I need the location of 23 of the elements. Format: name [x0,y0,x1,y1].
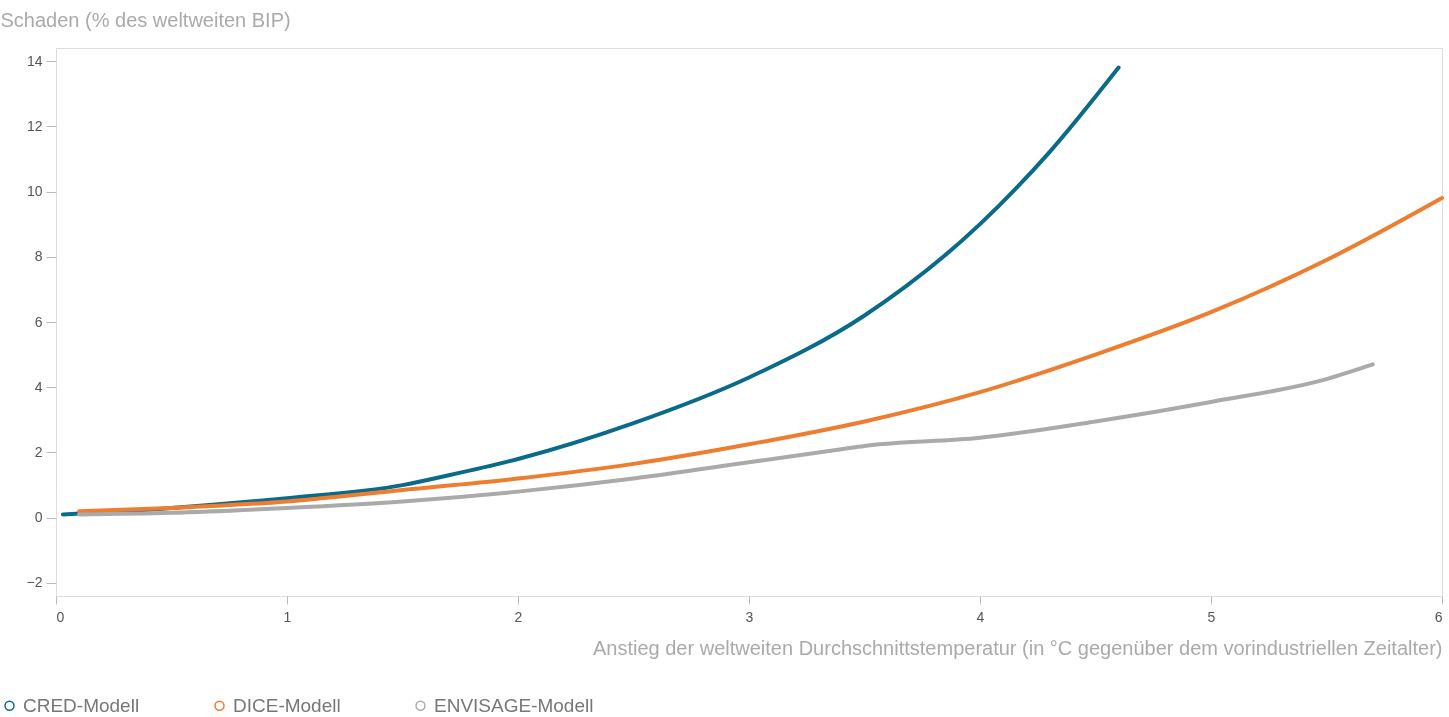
legend-label: DICE-Modell [233,694,341,716]
legend-label: ENVISAGE-Modell [434,694,594,716]
y-tick-label: 8 [34,248,43,265]
y-tick-label: 6 [34,313,43,330]
y-tick-label: 12 [26,117,43,134]
y-tick-label: −2 [26,574,43,591]
line-series [77,362,1375,517]
y-tick-label: 2 [34,443,43,460]
line-series [77,196,1444,514]
y-tick-label: 14 [26,52,43,69]
x-tick-label: 2 [514,608,523,625]
x-tick-label: 6 [1434,608,1443,625]
x-axis-title: Anstieg der weltweiten Durchschnittstemperatur (in °C gegenüber dem vorindustriellen Zeitalter) [592,636,1443,659]
x-tick-label: 5 [1207,608,1216,625]
y-tick-label: 10 [26,183,43,200]
y-tick-label: 4 [34,378,43,395]
y-tick-label: 0 [34,509,43,526]
x-tick-label: 4 [976,608,985,625]
x-tick-label: 1 [283,608,292,625]
legend-label: CRED-Modell [23,694,140,716]
x-tick-label: 3 [745,608,754,625]
x-tick-label: 0 [56,608,65,625]
y-axis-title: Schaden (% des weltweiten BIP) [0,8,291,31]
